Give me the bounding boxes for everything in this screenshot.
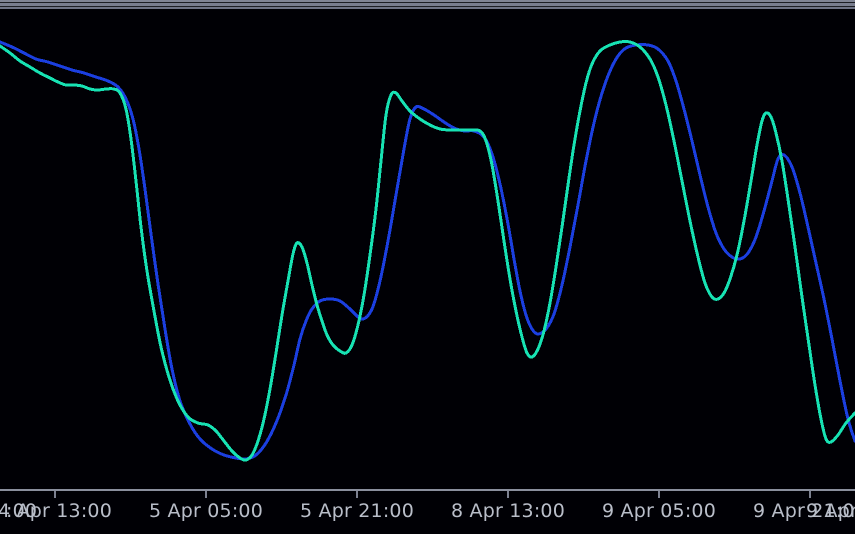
x-axis-tick: [507, 491, 509, 498]
x-axis: :00 9 Apr 4 Apr 13:00 5 Apr 05:00 5 Apr 21…: [0, 487, 855, 534]
x-axis-tick-label: 9 Apr 05:00: [602, 500, 716, 522]
x-axis-tick-label: 9 Apr 21:00: [753, 500, 855, 522]
chart-plot-area[interactable]: [0, 9, 855, 489]
x-axis-tick-label: 4 Apr 13:00: [0, 500, 112, 522]
chart-canvas[interactable]: [0, 9, 855, 489]
x-axis-tick: [658, 491, 660, 498]
chart-line-series-cyan: [0, 40, 855, 462]
x-axis-tick: [356, 491, 358, 498]
chart-series-layer: [0, 40, 855, 462]
x-axis-label-partial-left: :00: [6, 500, 38, 522]
window-chrome-strip[interactable]: [0, 0, 855, 9]
chrome-rule-bottom: [0, 7, 855, 9]
x-axis-label-partial-right: 9 Apr: [806, 500, 855, 522]
chrome-rule-top: [0, 0, 855, 2]
x-axis-tick: [809, 491, 811, 498]
x-axis-tick: [54, 491, 56, 498]
x-axis-tick: [205, 491, 207, 498]
x-axis-line: [0, 489, 855, 491]
x-axis-tick-label: 5 Apr 05:00: [149, 500, 263, 522]
x-axis-tick-label: 5 Apr 21:00: [300, 500, 414, 522]
chrome-rule-middle: [0, 3, 855, 6]
chart-line-series-blue: [0, 40, 855, 461]
x-axis-tick-label: 8 Apr 13:00: [451, 500, 565, 522]
